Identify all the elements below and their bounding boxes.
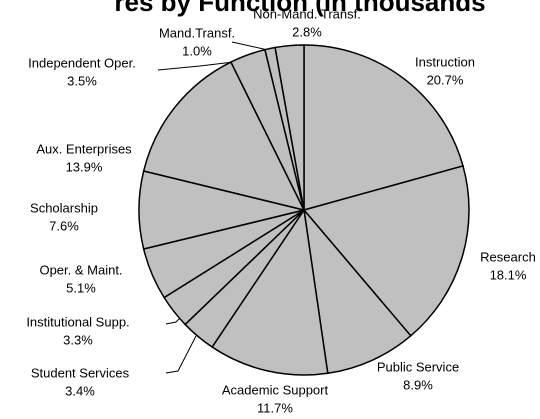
value-label: 7.6% <box>49 218 79 233</box>
slice-label: Non-Mand. Transf. <box>253 6 361 21</box>
value-label: 2.8% <box>292 24 322 39</box>
slice-label: Public Service <box>377 359 459 374</box>
value-label: 1.0% <box>182 43 212 58</box>
slice-label: Research <box>480 249 536 264</box>
slice-label: Institutional Supp. <box>26 314 129 329</box>
slice-label: Scholarship <box>30 200 98 215</box>
value-label: 5.1% <box>66 280 96 295</box>
slice-label: Mand.Transf. <box>159 25 235 40</box>
value-label: 3.5% <box>67 73 97 88</box>
leader-line <box>231 41 269 51</box>
value-label: 20.7% <box>427 72 464 87</box>
leader-line <box>165 335 197 374</box>
slice-label: Instruction <box>415 54 475 69</box>
pie-slice <box>274 44 305 211</box>
pie-slice <box>303 44 464 211</box>
slice-label: Oper. & Maint. <box>39 262 122 277</box>
pie-slice <box>211 207 329 376</box>
pie-slice <box>302 207 412 375</box>
slice-label: Academic Support <box>222 382 329 397</box>
slice-label: Aux. Enterprises <box>36 141 132 156</box>
pie-slice <box>142 61 306 212</box>
value-label: 18.1% <box>490 267 527 282</box>
pie-slice <box>302 165 470 337</box>
slice-label: Independent Oper. <box>28 55 136 70</box>
chart-title: res by Function (in thousands <box>114 0 485 17</box>
value-label: 3.4% <box>65 383 95 398</box>
value-label: 8.9% <box>403 377 433 392</box>
value-label: 11.7% <box>257 400 293 415</box>
value-label: 3.3% <box>63 332 93 347</box>
slice-label: Student Services <box>31 365 130 380</box>
value-label: 13.9% <box>66 159 103 174</box>
